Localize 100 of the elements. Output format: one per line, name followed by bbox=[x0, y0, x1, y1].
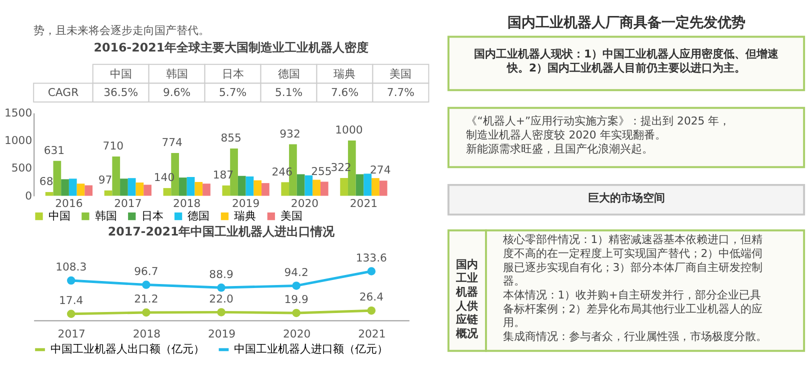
data-label: 631 bbox=[44, 144, 65, 157]
text: 国内工业机器人供应链概况 bbox=[455, 258, 480, 340]
legend-label: 日本 bbox=[141, 209, 164, 222]
bar bbox=[202, 184, 210, 196]
text: 新能源需求旺盛，且国产化浪潮兴起。 bbox=[466, 142, 654, 156]
x-tick-label: 2019 bbox=[208, 328, 236, 341]
text: 势，且未来将会逐步走向国产替代。 bbox=[34, 24, 210, 37]
data-label: 94.2 bbox=[284, 266, 308, 279]
text: 5.7% bbox=[218, 86, 247, 100]
x-tick-label: 2021 bbox=[350, 197, 378, 210]
data-label: 932 bbox=[280, 127, 300, 140]
point bbox=[66, 276, 76, 285]
bar bbox=[136, 182, 144, 196]
point bbox=[142, 280, 150, 289]
bar bbox=[186, 176, 195, 196]
legend-label: 中国 bbox=[48, 209, 70, 222]
bar bbox=[68, 178, 77, 196]
legend-label: 德国 bbox=[188, 209, 210, 222]
text: 9.6% bbox=[163, 86, 191, 100]
chart-title: 2017-2021年中国工业机器人进出口情况 bbox=[108, 224, 336, 239]
y-tick-label: 1500 bbox=[4, 106, 32, 120]
bar bbox=[364, 174, 372, 196]
category-label: 美国 bbox=[390, 67, 412, 80]
point bbox=[292, 282, 300, 290]
legend-label: 中国工业机器人进口额（亿元） bbox=[234, 342, 388, 356]
data-label: 710 bbox=[102, 140, 124, 153]
point bbox=[66, 310, 76, 318]
x-tick-label: 2020 bbox=[283, 328, 311, 341]
y-tick-label: 500 bbox=[11, 162, 32, 175]
legend-label: 中国工业机器人出口额（亿元） bbox=[50, 342, 204, 356]
x-tick-label: 2016 bbox=[55, 197, 83, 210]
category-label: 韩国 bbox=[166, 67, 188, 80]
text: 7.6% bbox=[330, 86, 359, 100]
y-tick-label: 1000 bbox=[4, 134, 32, 147]
data-label: 17.4 bbox=[59, 294, 84, 308]
bar bbox=[304, 175, 313, 196]
bar bbox=[112, 156, 120, 196]
text: 7.7% bbox=[386, 86, 415, 100]
bar bbox=[379, 180, 388, 196]
bar bbox=[194, 182, 203, 196]
data-label: 1000 bbox=[335, 124, 363, 137]
data-label: 88.9 bbox=[209, 268, 234, 281]
x-tick-label: 2017 bbox=[58, 328, 86, 341]
bar bbox=[144, 184, 152, 196]
category-label: 德国 bbox=[278, 67, 300, 80]
x-tick-label: 2017 bbox=[114, 197, 142, 210]
data-label: 255 bbox=[311, 164, 332, 178]
x-tick-label: 2020 bbox=[290, 197, 319, 210]
chart-title: 2016-2021年全球主要大国制造业工业机器人密度 bbox=[94, 40, 369, 55]
text: 36.5% bbox=[104, 86, 138, 100]
text: 《“机器人+”应用行动实施方案》：提出到 2025 年，制造业机器人密度较 2020 年实现翻番。 bbox=[466, 114, 730, 142]
data-label: 68 bbox=[39, 175, 54, 188]
data-label: 26.4 bbox=[359, 290, 384, 304]
bar bbox=[222, 185, 230, 196]
point bbox=[217, 308, 226, 316]
bar bbox=[246, 176, 254, 196]
text: 5.1% bbox=[274, 86, 303, 100]
text: 巨大的市场空间 bbox=[588, 192, 665, 205]
data-label: 108.3 bbox=[56, 260, 87, 274]
bar bbox=[53, 160, 62, 196]
x-tick-label: 2021 bbox=[358, 328, 386, 341]
bar bbox=[45, 192, 54, 196]
data-label: 774 bbox=[162, 136, 183, 150]
data-label: 96.7 bbox=[134, 264, 158, 278]
data-label: 21.2 bbox=[134, 292, 158, 306]
y-tick-label: 0 bbox=[25, 189, 32, 202]
data-label: 22.0 bbox=[209, 292, 234, 306]
category-label: 中国 bbox=[110, 67, 132, 80]
bar bbox=[312, 180, 320, 196]
bar bbox=[296, 174, 305, 196]
bar bbox=[281, 182, 290, 196]
data-label: 19.9 bbox=[284, 293, 309, 306]
bar bbox=[356, 174, 364, 196]
legend-label: 美国 bbox=[280, 209, 303, 222]
bar bbox=[163, 188, 172, 196]
text: 本体情况：1）收并购+自主研发并行，部分企业已具备标杆案例；2）差异化布局其他行业工业机器人的应用。 bbox=[502, 288, 763, 330]
bar bbox=[178, 178, 187, 196]
text: 集成商情况：参与者众，行业属性强，市场极度分散。 bbox=[502, 330, 767, 344]
category-label: 日本 bbox=[222, 67, 244, 80]
bar bbox=[320, 182, 328, 196]
bar bbox=[61, 179, 69, 196]
category-label: 瑞典 bbox=[334, 67, 356, 80]
bar bbox=[76, 184, 85, 196]
bar bbox=[340, 178, 348, 196]
bar bbox=[372, 178, 380, 196]
bar bbox=[128, 178, 136, 196]
x-tick-label: 2018 bbox=[132, 328, 161, 341]
x-tick-label: 2019 bbox=[232, 197, 260, 210]
text: CAGR bbox=[48, 86, 80, 100]
text: 核心零部件情况：1）精密减速器基本依赖进口，但精度不高的在一定程度上可实现国产替代；2）中低端伺服已逐步实现自有化；3）部分本体厂商自主研发控制器。 bbox=[502, 233, 763, 288]
data-label: 274 bbox=[370, 164, 391, 177]
data-label: 97 bbox=[98, 174, 112, 187]
point bbox=[367, 267, 376, 276]
bar bbox=[120, 178, 128, 196]
text: 国内工业机器人厂商具备一定先发优势 bbox=[507, 14, 746, 31]
point bbox=[142, 308, 150, 317]
text: 国内工业机器人现状：1）中国工业机器人应用密度低、但增速快。2）国内工业机器人目前仍主要以进口为主。 bbox=[474, 48, 780, 74]
bar bbox=[262, 183, 270, 196]
bar bbox=[104, 190, 112, 196]
x-tick-label: 2018 bbox=[173, 197, 201, 210]
